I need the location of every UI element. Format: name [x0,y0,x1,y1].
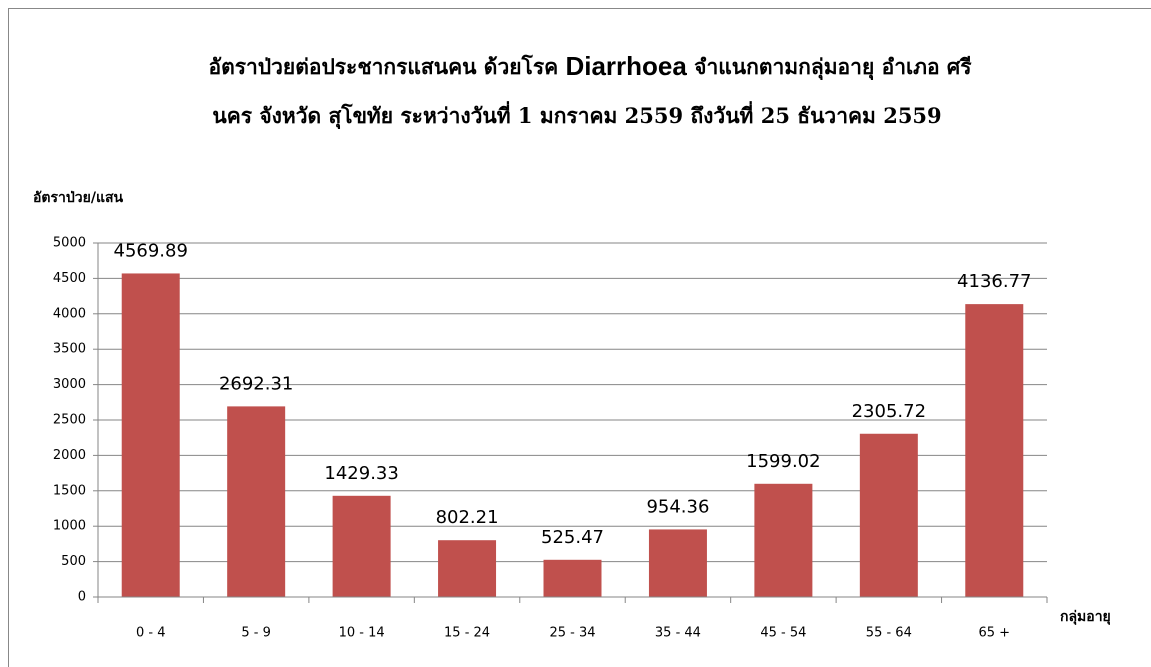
chart-frame [8,8,1151,667]
x-tick-label: 55 - 64 [866,626,912,641]
bar [332,495,391,597]
bar [859,433,918,597]
bar [543,559,602,597]
y-tick-label: 3500 [53,342,86,357]
title-part: จำแนกตามกลุ่มอายุ อำเภอ ศรี [687,54,972,81]
y-tick-label: 4500 [53,271,86,286]
title-part: Diarrhoea [565,51,687,81]
data-label: 4136.77 [957,271,1031,292]
y-tick-label: 5000 [53,236,86,251]
x-tick-label: 10 - 14 [339,626,385,641]
chart-title-line: นคร จังหวัด สุโขทัย ระหว่างวันที่ 1 มกรา… [212,100,941,130]
data-label: 2692.31 [219,373,293,394]
x-tick-label: 15 - 24 [444,626,490,641]
x-tick-label: 35 - 44 [655,626,701,641]
y-tick-label: 1000 [53,519,86,534]
bar [965,304,1024,597]
y-tick-label: 4000 [53,306,86,321]
x-tick-label: 65 + [978,626,1010,641]
y-tick-label: 0 [78,590,86,605]
data-label: 1429.33 [324,463,398,484]
data-label: 525.47 [541,527,604,548]
x-tick-label: 45 - 54 [760,626,806,641]
bar [648,529,707,597]
data-label: 802.21 [436,507,499,528]
x-axis-title: กลุ่มอายุ [1060,609,1111,625]
y-axis-title: อัตราป่วย/แสน [33,190,124,206]
y-tick-label: 3000 [53,377,86,392]
y-tick-label: 2000 [53,448,86,463]
y-tick-label: 2500 [53,413,86,428]
bar [438,540,497,597]
bar [754,483,813,597]
y-tick-label: 1500 [53,483,86,498]
data-label: 954.36 [646,496,709,517]
title-part: อัตราป่วยต่อประชากรแสนคน ด้วยโรค [208,54,565,79]
x-tick-label: 0 - 4 [136,626,166,641]
x-tick-label: 25 - 34 [549,626,595,641]
data-label: 1599.02 [746,451,820,472]
x-tick-label: 5 - 9 [241,626,271,641]
bar [121,273,180,597]
y-tick-label: 500 [61,554,86,569]
title-part: นคร จังหวัด สุโขทัย ระหว่างวันที่ 1 มกรา… [212,100,941,130]
bar [227,406,286,597]
chart-title-line: อัตราป่วยต่อประชากรแสนคน ด้วยโรค Diarrho… [208,51,972,81]
data-label: 4569.89 [114,240,188,261]
data-label: 2305.72 [852,401,926,422]
